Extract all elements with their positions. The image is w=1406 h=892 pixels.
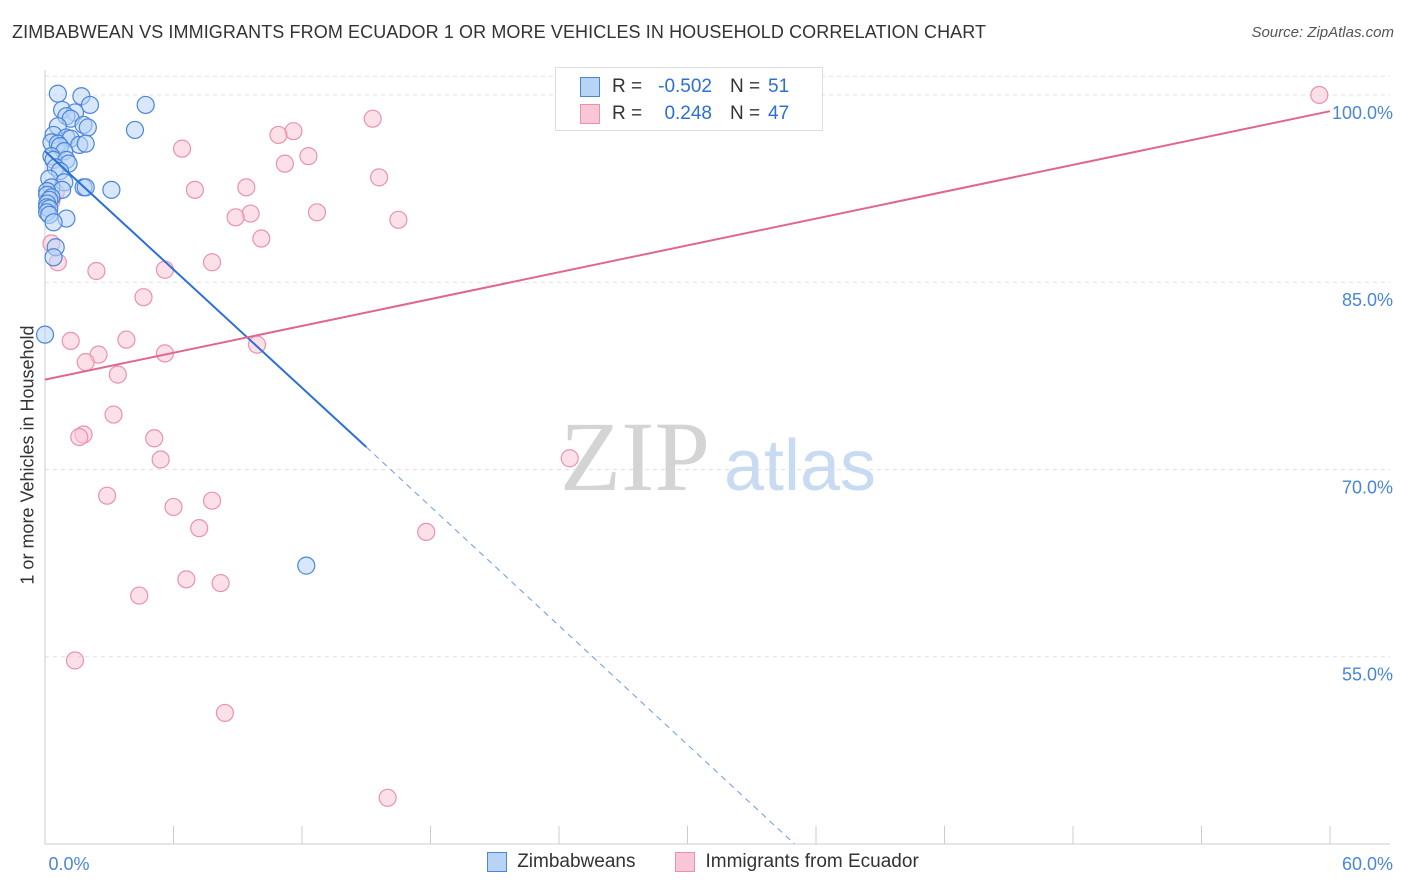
legend-n-value-zimbabwean: 51: [768, 76, 790, 97]
ecuador-point: [151, 450, 170, 469]
ecuador-point: [108, 365, 127, 384]
ecuador-point: [190, 519, 209, 538]
zimbabwean-point: [136, 95, 155, 115]
ecuador-point: [237, 178, 256, 197]
zimbabwean-point: [297, 556, 316, 575]
ecuador-point: [378, 788, 397, 807]
ecuador-point: [202, 253, 222, 272]
legend-n-label: N =: [730, 76, 761, 97]
series-legend: Zimbabweans Immigrants from Ecuador: [0, 851, 1406, 873]
ecuador-trend-line: [44, 110, 1331, 381]
trend-layer: [44, 110, 1331, 845]
tick-label-layer: 55.0% 70.0% 85.0% 100.0% 0.0% 60.0%: [48, 103, 1393, 874]
y-tick-label: 85.0%: [1342, 290, 1393, 310]
source-credit: Source: ZipAtlas.com: [1251, 24, 1394, 41]
ecuador-point: [215, 703, 234, 723]
ecuador-point: [98, 486, 117, 505]
ecuador-point: [252, 229, 271, 248]
legend-row-zimbabwean: R = -0.502 N = 51: [580, 74, 789, 100]
stats-legend: R = -0.502 N = 51 R = 0.248 N = 47: [555, 67, 823, 131]
ecuador-point: [202, 491, 222, 510]
chart-title: ZIMBABWEAN VS IMMIGRANTS FROM ECUADOR 1 …: [12, 22, 987, 42]
legend-r-value-ecuador: 0.248: [664, 103, 712, 124]
zimbabwean-point: [76, 134, 95, 153]
ecuador-point: [269, 125, 288, 145]
ecuador-point: [211, 573, 230, 593]
ecuador-point: [275, 154, 294, 173]
ecuador-point: [76, 353, 95, 372]
x-tick-label-end: 60.0%: [1342, 854, 1393, 874]
ecuador-point: [70, 427, 89, 447]
x-tick-label-start: 0.0%: [48, 854, 89, 874]
legend-r-value-zimbabwean: -0.502: [658, 76, 712, 97]
ecuador-point: [87, 261, 106, 281]
ecuador-point: [134, 288, 153, 307]
legend-label-ecuador: Immigrants from Ecuador: [705, 851, 919, 872]
ecuador-point: [560, 449, 579, 468]
legend-n-value-ecuador: 47: [768, 103, 790, 124]
watermark-atlas: atlas: [724, 426, 876, 506]
ecuador-point: [145, 429, 164, 448]
zimbabwean-point: [35, 325, 55, 344]
ecuador-point: [241, 204, 260, 223]
ecuador-point: [61, 331, 80, 350]
legend-swatch-ecuador: [675, 852, 696, 872]
ecuador-point: [130, 586, 149, 605]
y-tick-label: 70.0%: [1342, 477, 1393, 497]
ecuador-point: [389, 210, 408, 229]
y-tick-label: 100.0%: [1332, 103, 1393, 123]
watermark-zip: ZIP: [560, 401, 710, 512]
ecuador-point: [177, 570, 196, 589]
zimbabwean-point: [78, 118, 97, 137]
zimbabwean-point: [44, 248, 63, 267]
ecuador-point: [164, 497, 183, 517]
legend-row-ecuador: R = 0.248 N = 47: [580, 101, 789, 127]
ecuador-point: [172, 139, 192, 158]
y-tick-label: 55.0%: [1342, 665, 1393, 685]
watermark: ZIP atlas: [560, 401, 876, 512]
ecuador-point: [363, 109, 382, 128]
ecuador-point: [1310, 85, 1329, 105]
legend-swatch-zimbabweans: [487, 852, 508, 872]
legend-label-zimbabweans: Zimbabweans: [517, 851, 636, 872]
ecuador-point: [226, 208, 245, 227]
zimbabwean-point: [48, 84, 67, 103]
zimbabwean-trend-line: [44, 150, 367, 448]
zimbabwean-point: [44, 213, 63, 232]
ecuador-point: [417, 522, 436, 542]
ecuador-point: [370, 168, 389, 187]
legend-r-label: R =: [612, 76, 643, 97]
ecuador-point: [104, 405, 123, 424]
legend-item-zimbabweans[interactable]: Zimbabweans: [487, 851, 635, 873]
legend-item-ecuador[interactable]: Immigrants from Ecuador: [675, 851, 919, 873]
ecuador-point: [185, 180, 205, 199]
y-axis-label: 1 or more Vehicles in Household: [17, 325, 38, 585]
legend-swatch-blue: [580, 77, 600, 97]
legend-n-label: N =: [730, 103, 761, 124]
zimbabwean-point: [102, 180, 121, 199]
ecuador-point: [307, 203, 327, 222]
ecuador-point: [65, 651, 85, 670]
points-layer: [35, 84, 1329, 807]
legend-swatch-pink: [580, 104, 600, 124]
ecuador-point: [155, 260, 175, 279]
grid-layer: [45, 75, 1390, 658]
legend-r-label: R =: [612, 103, 643, 124]
ecuador-point: [117, 330, 136, 349]
ecuador-point: [299, 147, 318, 166]
zimbabwean-point: [80, 95, 100, 115]
zimbabwean-point: [125, 120, 145, 140]
zimbabwean-trend-extension: [365, 446, 795, 845]
ecuador-point: [284, 122, 303, 141]
